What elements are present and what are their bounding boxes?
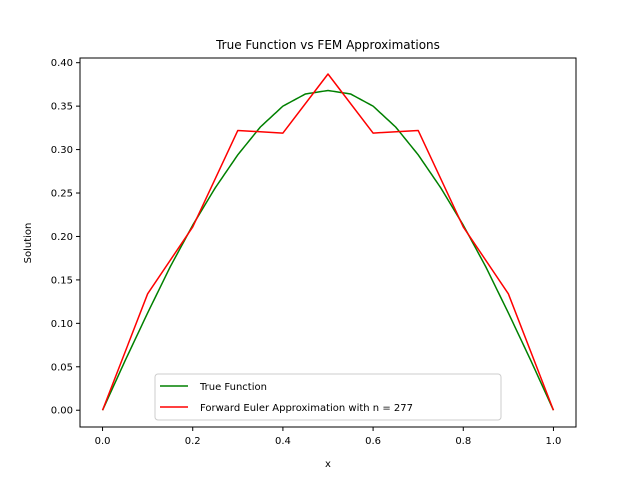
y-tick-label: 0.00: [51, 406, 73, 417]
legend-label-true-function: True Function: [199, 382, 267, 393]
series-line-forward-euler: [101, 73, 555, 411]
series-line-true-function: [101, 89, 555, 411]
plot-frame: [79, 57, 577, 428]
x-tick-label: 0.6: [365, 436, 381, 447]
y-tick-label: 0.20: [51, 232, 73, 243]
x-axis: 0.0 0.2 0.4 0.6 0.8 1.0: [95, 427, 562, 447]
y-tick-label: 0.25: [51, 189, 73, 200]
legend: True Function Forward Euler Approximatio…: [154, 373, 502, 421]
chart-title: True Function vs FEM Approximations: [215, 38, 440, 52]
x-tick-label: 0.2: [185, 436, 201, 447]
y-tick-label: 0.30: [51, 145, 73, 156]
x-tick-label: 0.8: [455, 436, 471, 447]
legend-label-forward-euler: Forward Euler Approximation with n = 277: [200, 403, 413, 414]
y-tick-label: 0.15: [51, 275, 73, 286]
x-tick-label: 0.0: [95, 436, 111, 447]
y-tick-label: 0.40: [51, 58, 73, 69]
y-axis: 0.00 0.05 0.10 0.15 0.20 0.25 0.30 0.35 0.40: [51, 58, 80, 417]
x-axis-label: x: [325, 459, 331, 470]
y-tick-label: 0.05: [51, 362, 73, 373]
y-axis-label: Solution: [23, 223, 34, 264]
y-tick-label: 0.35: [51, 102, 73, 113]
x-tick-label: 1.0: [546, 436, 562, 447]
plot-area: [79, 57, 577, 428]
y-tick-label: 0.10: [51, 319, 73, 330]
series-layer: [101, 73, 555, 411]
legend-box: [154, 373, 502, 421]
x-tick-label: 0.4: [275, 436, 291, 447]
